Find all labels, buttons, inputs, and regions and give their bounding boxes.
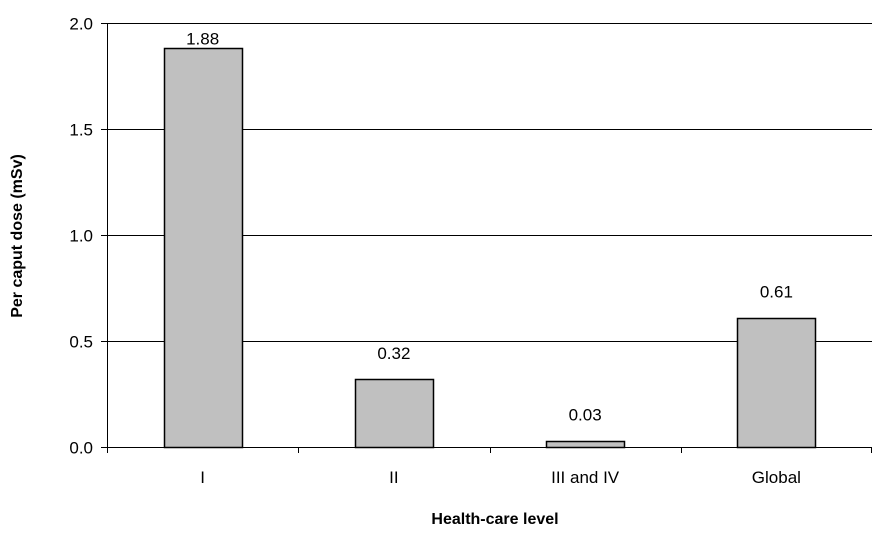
y-axis-title: Per caput dose (mSv) <box>9 154 26 318</box>
data-label: 0.61 <box>760 283 793 302</box>
y-tick-label: 0.5 <box>69 333 93 352</box>
data-label: 0.32 <box>377 344 410 363</box>
bar-global <box>736 317 817 449</box>
bar-iii-and-iv <box>545 440 626 449</box>
data-label: 1.88 <box>186 29 219 48</box>
x-tick-label: I <box>200 468 205 487</box>
y-tick-labels: 0.0 0.5 1.0 1.5 2.0 <box>69 15 93 458</box>
data-label: 0.03 <box>569 406 602 425</box>
y-tick-label: 2.0 <box>69 15 93 34</box>
axes <box>101 23 872 453</box>
y-tick-label: 1.0 <box>69 227 93 246</box>
bar-ii <box>354 378 435 449</box>
bar-i <box>163 47 244 449</box>
x-tick-labels: I II III and IV Global <box>200 468 801 487</box>
x-tick-label: Global <box>752 468 801 487</box>
y-tick-label: 1.5 <box>69 121 93 140</box>
y-tick-label: 0.0 <box>69 439 93 458</box>
bars <box>163 47 817 449</box>
x-tick-label: III and IV <box>551 468 620 487</box>
x-tick-label: II <box>389 468 398 487</box>
data-labels: 1.88 0.32 0.03 0.61 <box>186 29 793 424</box>
x-axis-title: Health-care level <box>431 511 558 528</box>
